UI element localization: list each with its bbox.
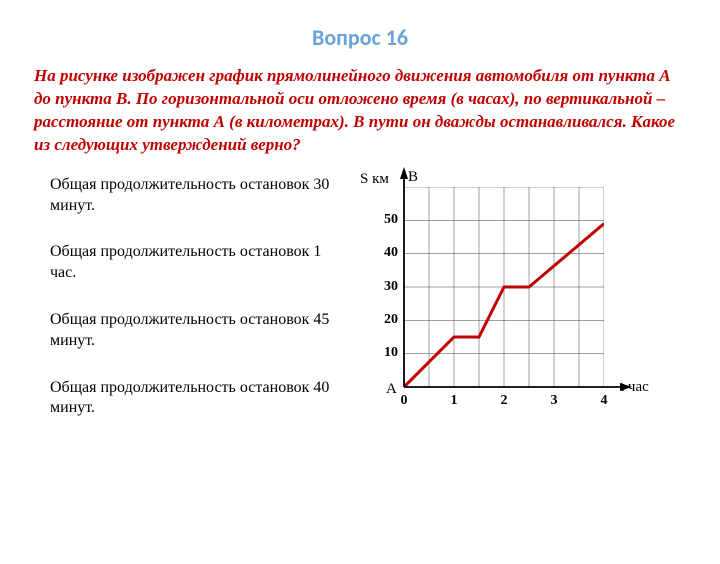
y-tick-label: 30 [358,279,398,295]
content-row: Общая продолжительность остановок 30 мин… [0,165,720,445]
problem-text: На рисунке изображен график прямолинейно… [34,65,686,157]
x-axis-label: t час [620,379,649,396]
x-tick-label: 4 [601,393,608,409]
point-b-label: B [408,169,418,186]
y-tick-label: 20 [358,312,398,328]
answer-option[interactable]: Общая продолжительность остановок 1 час. [50,242,330,284]
y-axis-label: S км [360,171,389,188]
x-tick-label: 0 [401,393,408,409]
y-tick-label: 10 [358,345,398,361]
x-tick-label: 3 [551,393,558,409]
x-tick-label: 1 [451,393,458,409]
question-title: Вопрос 16 [0,24,720,51]
x-tick-label: 2 [501,393,508,409]
point-a-label: A [386,381,397,398]
chart-svg [404,187,604,387]
line-chart: 10 20 30 40 50 0 1 2 3 4 S км t час B A [358,169,658,429]
answer-option[interactable]: Общая продолжительность остановок 30 мин… [50,175,330,217]
answers-list: Общая продолжительность остановок 30 мин… [0,165,330,445]
answer-option[interactable]: Общая продолжительность остановок 40 мин… [50,378,330,420]
chart-area: 10 20 30 40 50 0 1 2 3 4 S км t час B A [330,165,720,445]
y-tick-label: 40 [358,245,398,261]
answer-option[interactable]: Общая продолжительность остановок 45 мин… [50,310,330,352]
y-tick-label: 50 [358,212,398,228]
